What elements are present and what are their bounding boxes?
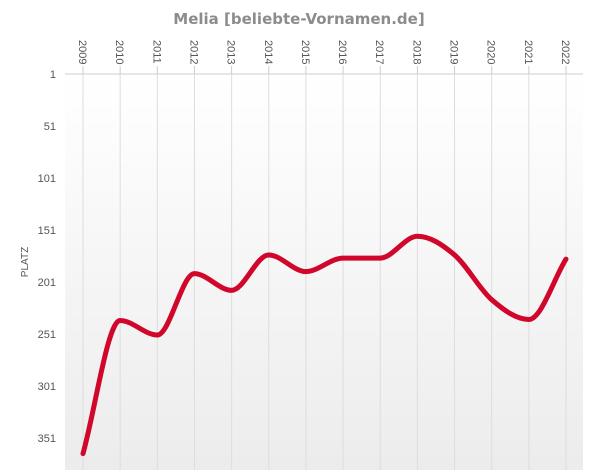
y-tick-label-51: 51 (44, 121, 56, 133)
y-axis-label: PLATZ (20, 247, 31, 277)
x-tick-label-2010: 2010 (113, 40, 125, 64)
x-tick-label-2019: 2019 (448, 40, 460, 64)
x-tick-label-2021: 2021 (522, 40, 534, 64)
x-tick-layer: 2009 2010 2011 2012 2013 2014 2015 2016 2017 2018… (76, 40, 571, 74)
plot-background (65, 74, 583, 470)
x-tick-label-2018: 2018 (410, 40, 422, 64)
x-tick-label-2022: 2022 (559, 40, 571, 64)
data-point-2018 (415, 234, 420, 239)
x-tick-label-2013: 2013 (225, 40, 237, 64)
series-layer (80, 233, 569, 457)
x-tick-label-2011: 2011 (150, 40, 162, 64)
data-point-2013 (229, 288, 234, 293)
data-point-2014 (266, 252, 271, 257)
x-tick-label-2017: 2017 (373, 40, 385, 64)
data-point-2009 (81, 451, 86, 456)
y-tick-label-101: 101 (38, 173, 56, 185)
x-tick-label-2014: 2014 (262, 40, 274, 64)
data-point-2011 (155, 333, 160, 338)
data-point-2019 (452, 252, 457, 257)
y-tick-label-351: 351 (38, 433, 56, 445)
x-tick-label-2020: 2020 (485, 40, 497, 64)
data-point-2020 (489, 297, 494, 302)
x-tick-label-2009: 2009 (76, 40, 88, 64)
data-point-2010 (118, 318, 123, 323)
x-tick-label-2015: 2015 (299, 40, 311, 64)
data-point-2015 (303, 269, 308, 274)
series-line-0 (80, 233, 569, 457)
data-point-2022 (564, 257, 569, 262)
x-tick-label-2016: 2016 (336, 40, 348, 64)
y-tick-label-1: 1 (50, 69, 56, 81)
data-point-2021 (526, 317, 531, 322)
x-tick-label-2012: 2012 (187, 40, 199, 64)
chart-title: Melia [beliebte-Vornamen.de] (173, 10, 424, 28)
y-tick-label-301: 301 (38, 381, 56, 393)
data-point-2012 (192, 271, 197, 276)
y-tick-label-151: 151 (38, 225, 56, 237)
data-point-2017 (378, 256, 383, 261)
data-point-2016 (341, 256, 346, 261)
y-tick-label-251: 251 (38, 329, 56, 341)
y-tick-label-201: 201 (38, 277, 56, 289)
